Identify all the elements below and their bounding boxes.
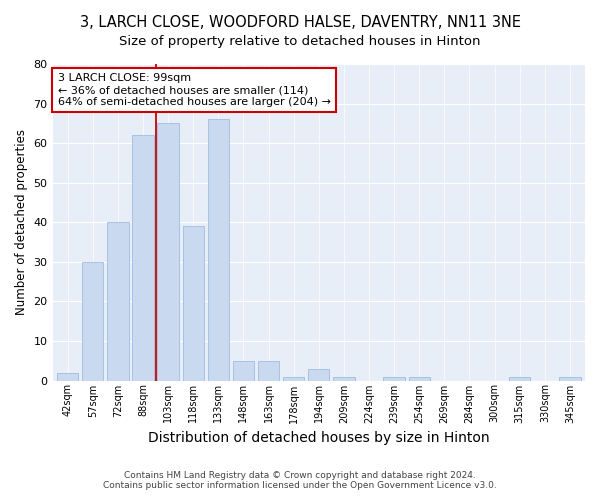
Bar [383, 376, 405, 380]
Bar [107, 222, 128, 380]
Bar [57, 372, 78, 380]
Bar [333, 376, 355, 380]
Text: 3 LARCH CLOSE: 99sqm
← 36% of detached houses are smaller (114)
64% of semi-deta: 3 LARCH CLOSE: 99sqm ← 36% of detached h… [58, 74, 331, 106]
Bar [308, 368, 329, 380]
Bar [208, 120, 229, 380]
Bar [283, 376, 304, 380]
Text: 3, LARCH CLOSE, WOODFORD HALSE, DAVENTRY, NN11 3NE: 3, LARCH CLOSE, WOODFORD HALSE, DAVENTRY… [79, 15, 521, 30]
Bar [82, 262, 103, 380]
Text: Size of property relative to detached houses in Hinton: Size of property relative to detached ho… [119, 35, 481, 48]
Bar [132, 135, 154, 380]
Bar [157, 124, 179, 380]
X-axis label: Distribution of detached houses by size in Hinton: Distribution of detached houses by size … [148, 431, 490, 445]
Bar [258, 360, 279, 380]
Bar [559, 376, 581, 380]
Bar [233, 360, 254, 380]
Bar [409, 376, 430, 380]
Text: Contains HM Land Registry data © Crown copyright and database right 2024.
Contai: Contains HM Land Registry data © Crown c… [103, 470, 497, 490]
Bar [182, 226, 204, 380]
Y-axis label: Number of detached properties: Number of detached properties [15, 130, 28, 316]
Bar [509, 376, 530, 380]
